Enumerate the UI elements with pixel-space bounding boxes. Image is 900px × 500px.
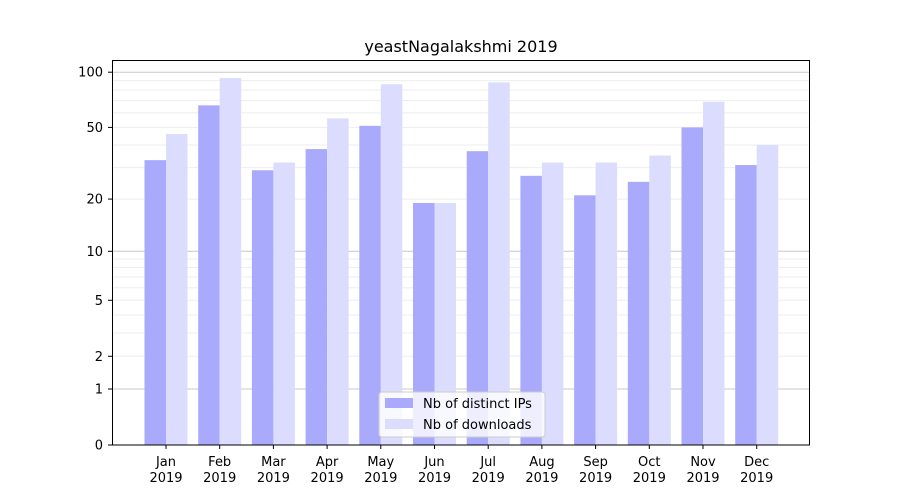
x-tick-label: Sep — [583, 455, 608, 470]
x-tick-label: 2019 — [579, 471, 612, 486]
bar-downloads — [649, 155, 671, 445]
x-tick-label: 2019 — [740, 471, 773, 486]
y-axis: 0 1 2 5 10 20 50 100 — [78, 66, 112, 454]
y-tick-label: 50 — [86, 121, 103, 136]
bar-downloads — [380, 84, 403, 445]
x-tick-label: 2019 — [311, 471, 344, 486]
y-tick-label: 2 — [95, 350, 103, 365]
x-tick-label: Jul — [479, 455, 496, 470]
bar-distinct-ips — [144, 160, 166, 445]
x-tick-label: Jan — [155, 455, 176, 470]
x-tick-label: 2019 — [257, 471, 290, 486]
bar-downloads — [273, 162, 295, 446]
bar-downloads — [327, 118, 349, 445]
legend-label-downloads: Nb of downloads — [423, 418, 532, 433]
bar-downloads — [595, 162, 618, 446]
bar-downloads — [703, 101, 725, 445]
plot-frame — [112, 60, 810, 446]
bar-distinct-ips — [466, 151, 489, 445]
legend-label-ips: Nb of distinct IPs — [423, 397, 532, 412]
chart-title: yeastNagalakshmi 2019 — [364, 37, 557, 56]
x-tick-label: 2019 — [686, 471, 719, 486]
x-axis: Jan2019Feb2019Mar2019Apr2019May2019Jun20… — [149, 445, 773, 486]
bar-downloads — [219, 77, 242, 445]
x-tick-label: Aug — [529, 455, 554, 470]
x-tick-label: 2019 — [418, 471, 451, 486]
y-tick-label: 0 — [95, 439, 103, 454]
legend-swatch-ips — [385, 398, 413, 408]
y-tick-label: 1 — [95, 383, 103, 398]
y-tick-label: 20 — [86, 193, 103, 208]
x-tick-label: Dec — [744, 455, 769, 470]
x-tick-label: 2019 — [364, 471, 397, 486]
x-tick-label: Oct — [638, 455, 660, 470]
bar-downloads — [541, 162, 564, 446]
bar-distinct-ips — [520, 175, 542, 445]
legend: Nb of distinct IPs Nb of downloads — [378, 391, 546, 438]
x-tick-label: Jun — [423, 455, 444, 470]
bar-distinct-ips — [413, 203, 435, 445]
bar-downloads — [488, 82, 510, 446]
x-tick-label: Nov — [690, 455, 716, 470]
bar-downloads — [166, 133, 188, 445]
x-tick-label: Mar — [261, 455, 286, 470]
x-tick-label: 2019 — [203, 471, 236, 486]
x-tick-label: Apr — [316, 455, 339, 470]
legend-swatch-downloads — [385, 419, 413, 429]
x-tick-label: Feb — [208, 455, 231, 470]
x-tick-label: 2019 — [525, 471, 558, 486]
y-tick-label: 10 — [86, 245, 103, 260]
bar-distinct-ips — [359, 125, 381, 446]
bar-downloads — [756, 145, 779, 445]
y-tick-label: 100 — [78, 66, 103, 81]
bar-distinct-ips — [681, 127, 703, 446]
bars — [144, 77, 779, 446]
bar-distinct-ips — [627, 181, 650, 446]
x-tick-label: 2019 — [472, 471, 505, 486]
x-tick-label: 2019 — [149, 471, 182, 486]
x-tick-label: May — [367, 455, 394, 470]
bar-distinct-ips — [198, 105, 220, 445]
bar-downloads — [434, 203, 456, 445]
bar-distinct-ips — [735, 165, 757, 445]
bar-distinct-ips — [574, 195, 596, 445]
y-tick-label: 5 — [95, 294, 103, 309]
x-tick-label: 2019 — [633, 471, 666, 486]
bar-distinct-ips — [305, 149, 328, 445]
bar-distinct-ips — [251, 170, 274, 446]
